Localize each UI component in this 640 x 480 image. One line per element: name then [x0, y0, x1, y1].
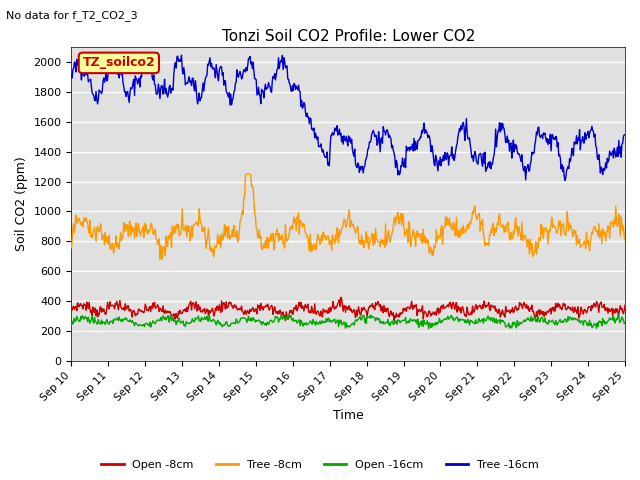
X-axis label: Time: Time	[333, 409, 364, 422]
Text: TZ_soilco2: TZ_soilco2	[83, 56, 156, 70]
Text: No data for f_T2_CO2_3: No data for f_T2_CO2_3	[6, 10, 138, 21]
Y-axis label: Soil CO2 (ppm): Soil CO2 (ppm)	[15, 156, 28, 252]
Title: Tonzi Soil CO2 Profile: Lower CO2: Tonzi Soil CO2 Profile: Lower CO2	[221, 29, 475, 44]
Legend: Open -8cm, Tree -8cm, Open -16cm, Tree -16cm: Open -8cm, Tree -8cm, Open -16cm, Tree -…	[97, 456, 543, 474]
